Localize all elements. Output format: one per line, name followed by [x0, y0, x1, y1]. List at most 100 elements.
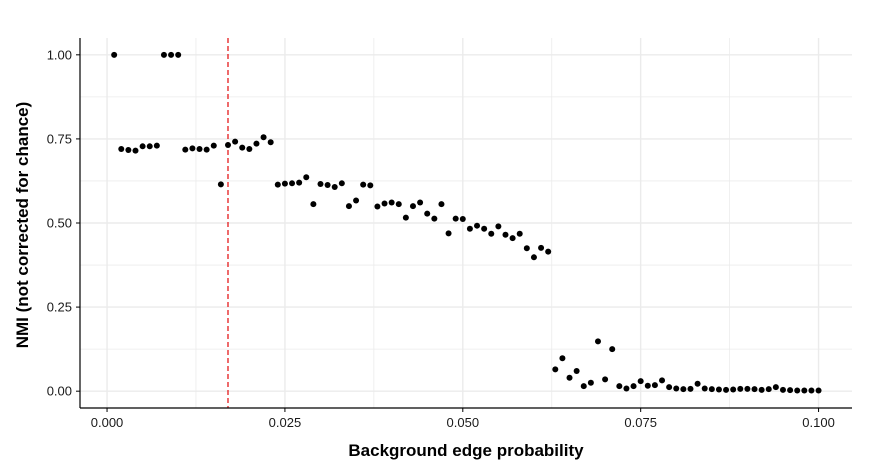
data-point — [189, 145, 196, 152]
data-point — [459, 215, 466, 222]
data-point — [509, 235, 516, 242]
data-point — [715, 386, 722, 393]
data-point — [360, 181, 367, 188]
data-point — [723, 386, 730, 393]
data-point — [118, 146, 125, 152]
data-point — [815, 387, 822, 394]
data-point — [146, 143, 153, 150]
data-point — [317, 180, 324, 187]
data-point — [125, 147, 132, 154]
data-point — [111, 51, 118, 58]
data-point — [609, 346, 616, 353]
data-point — [182, 146, 189, 153]
data-point — [196, 146, 203, 152]
data-point — [573, 368, 580, 374]
data-point — [566, 374, 573, 381]
x-axis-title: Background edge probability — [348, 441, 584, 460]
data-point — [217, 181, 224, 188]
data-point — [310, 201, 317, 208]
data-point — [765, 386, 772, 393]
y-tick-label: 0.00 — [47, 384, 72, 399]
data-point — [644, 382, 651, 389]
y-tick-label: 0.25 — [47, 300, 72, 315]
data-point — [281, 180, 288, 187]
data-point — [289, 180, 296, 187]
data-point — [168, 51, 175, 58]
data-point — [673, 385, 680, 392]
data-point — [530, 254, 537, 261]
data-point — [694, 380, 701, 387]
data-point — [175, 51, 182, 58]
data-point — [744, 385, 751, 392]
data-point — [587, 379, 594, 386]
data-point — [538, 244, 545, 251]
data-point — [395, 201, 402, 208]
data-point — [246, 146, 253, 152]
data-point — [452, 215, 459, 222]
data-point — [616, 383, 623, 390]
data-point — [303, 174, 310, 181]
axes — [76, 38, 852, 412]
data-point — [779, 386, 786, 393]
data-point — [424, 210, 431, 217]
data-point — [545, 248, 552, 255]
data-point — [701, 385, 708, 392]
data-point — [659, 377, 666, 384]
x-tick-label: 0.075 — [624, 415, 657, 430]
data-point — [132, 147, 139, 154]
data-point — [523, 245, 530, 252]
data-point — [210, 142, 217, 149]
data-point — [708, 386, 715, 393]
data-point — [594, 338, 601, 345]
data-point — [666, 384, 673, 391]
data-point — [153, 142, 160, 149]
data-point — [267, 139, 274, 146]
data-point — [502, 231, 509, 238]
data-point — [374, 203, 381, 210]
data-point — [787, 387, 794, 394]
y-tick-label: 0.75 — [47, 131, 72, 146]
data-point — [224, 141, 231, 148]
data-point — [474, 222, 481, 229]
data-point — [445, 230, 452, 237]
data-point — [431, 215, 438, 222]
data-point — [495, 223, 502, 230]
x-tick-label: 0.000 — [91, 415, 124, 430]
data-point — [481, 225, 488, 232]
data-point — [623, 385, 630, 392]
y-tick-label: 0.50 — [47, 216, 72, 231]
data-point — [381, 200, 388, 207]
data-point — [758, 386, 765, 393]
data-point — [353, 197, 360, 204]
data-point — [402, 214, 409, 221]
data-point — [239, 144, 246, 151]
data-point — [801, 387, 808, 394]
data-point — [466, 225, 473, 232]
x-tick-label: 0.100 — [802, 415, 835, 430]
data-point — [516, 230, 523, 237]
data-point — [794, 387, 801, 394]
data-point — [338, 180, 345, 187]
x-tick-label: 0.025 — [269, 415, 302, 430]
data-point — [637, 378, 644, 385]
data-point — [651, 382, 658, 389]
data-point — [772, 384, 779, 391]
data-point — [630, 383, 637, 390]
data-point — [559, 355, 566, 362]
data-point — [488, 230, 495, 237]
data-point — [417, 199, 424, 206]
data-point — [552, 366, 559, 373]
data-point — [687, 385, 694, 392]
data-point — [737, 385, 744, 392]
data-point — [139, 143, 146, 150]
data-point — [438, 201, 445, 208]
data-point — [730, 386, 737, 393]
data-point — [680, 386, 687, 393]
data-point — [324, 181, 331, 188]
data-point — [203, 146, 210, 153]
data-point — [232, 138, 239, 145]
data-point — [602, 376, 609, 383]
data-point — [367, 182, 374, 189]
data-point — [345, 203, 352, 210]
data-point — [580, 383, 587, 390]
